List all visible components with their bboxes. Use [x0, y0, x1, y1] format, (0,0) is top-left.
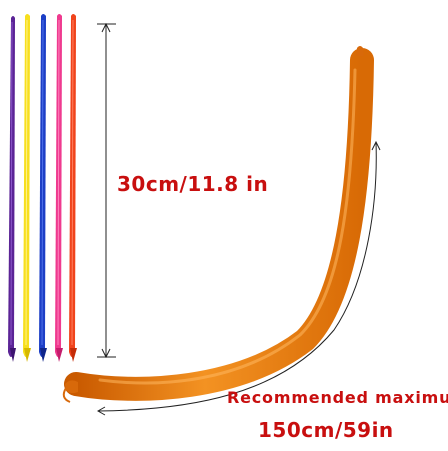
purple-balloon: [8, 16, 16, 362]
pink-balloon: [55, 14, 63, 362]
orange-red-balloon: [69, 14, 77, 362]
vertical-measure: [97, 22, 116, 359]
recommended-label: Recommended maximum: [227, 388, 448, 407]
blue-balloon: [39, 14, 47, 362]
short-length-label: 30cm/11.8 in: [117, 172, 269, 196]
curved-measure: [96, 140, 381, 416]
yellow-balloon: [23, 14, 31, 362]
short-balloons: [8, 14, 77, 362]
long-orange-balloon: [62, 46, 374, 403]
max-length-label: 150cm/59in: [258, 418, 394, 442]
